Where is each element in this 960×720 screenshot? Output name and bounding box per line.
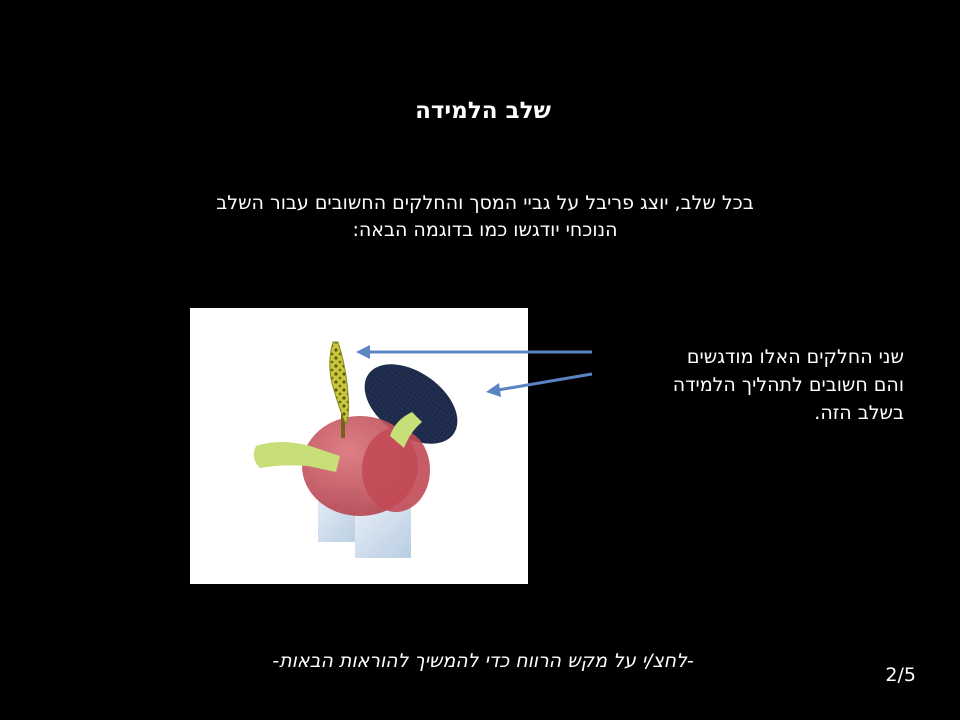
- callout-line-2: והם חשובים לתהליך הלמידה: [672, 374, 904, 396]
- stem: [341, 412, 345, 438]
- body-front: [362, 428, 430, 512]
- callout-text: שני החלקים האלו מודגשים והם חשובים לתהלי…: [600, 343, 904, 427]
- arm-left: [253, 442, 340, 472]
- continue-instruction: -לחצ/י על מקש הרווח כדי להמשיך להוראות ה…: [272, 650, 694, 672]
- intro-text: בכל שלב, יוצג פריבל על גביי המסך והחלקים…: [160, 190, 810, 244]
- intro-line-1: בכל שלב, יוצג פריבל על גביי המסך והחלקים…: [216, 192, 754, 214]
- fribble-object-illustration: [253, 341, 458, 558]
- highlighted-spike: [329, 341, 350, 426]
- page-indicator: 2/5: [885, 664, 916, 686]
- fribble-figure: [190, 308, 528, 584]
- arm-right: [390, 412, 422, 448]
- callout-line-1: שני החלקים האלו מודגשים: [686, 346, 904, 368]
- slide-title: שלב הלמידה: [415, 98, 551, 124]
- callout-line-3: בשלב הזה.: [814, 402, 904, 424]
- intro-line-2: הנוכחי יודגשו כמו בדוגמה הבאה:: [352, 219, 618, 241]
